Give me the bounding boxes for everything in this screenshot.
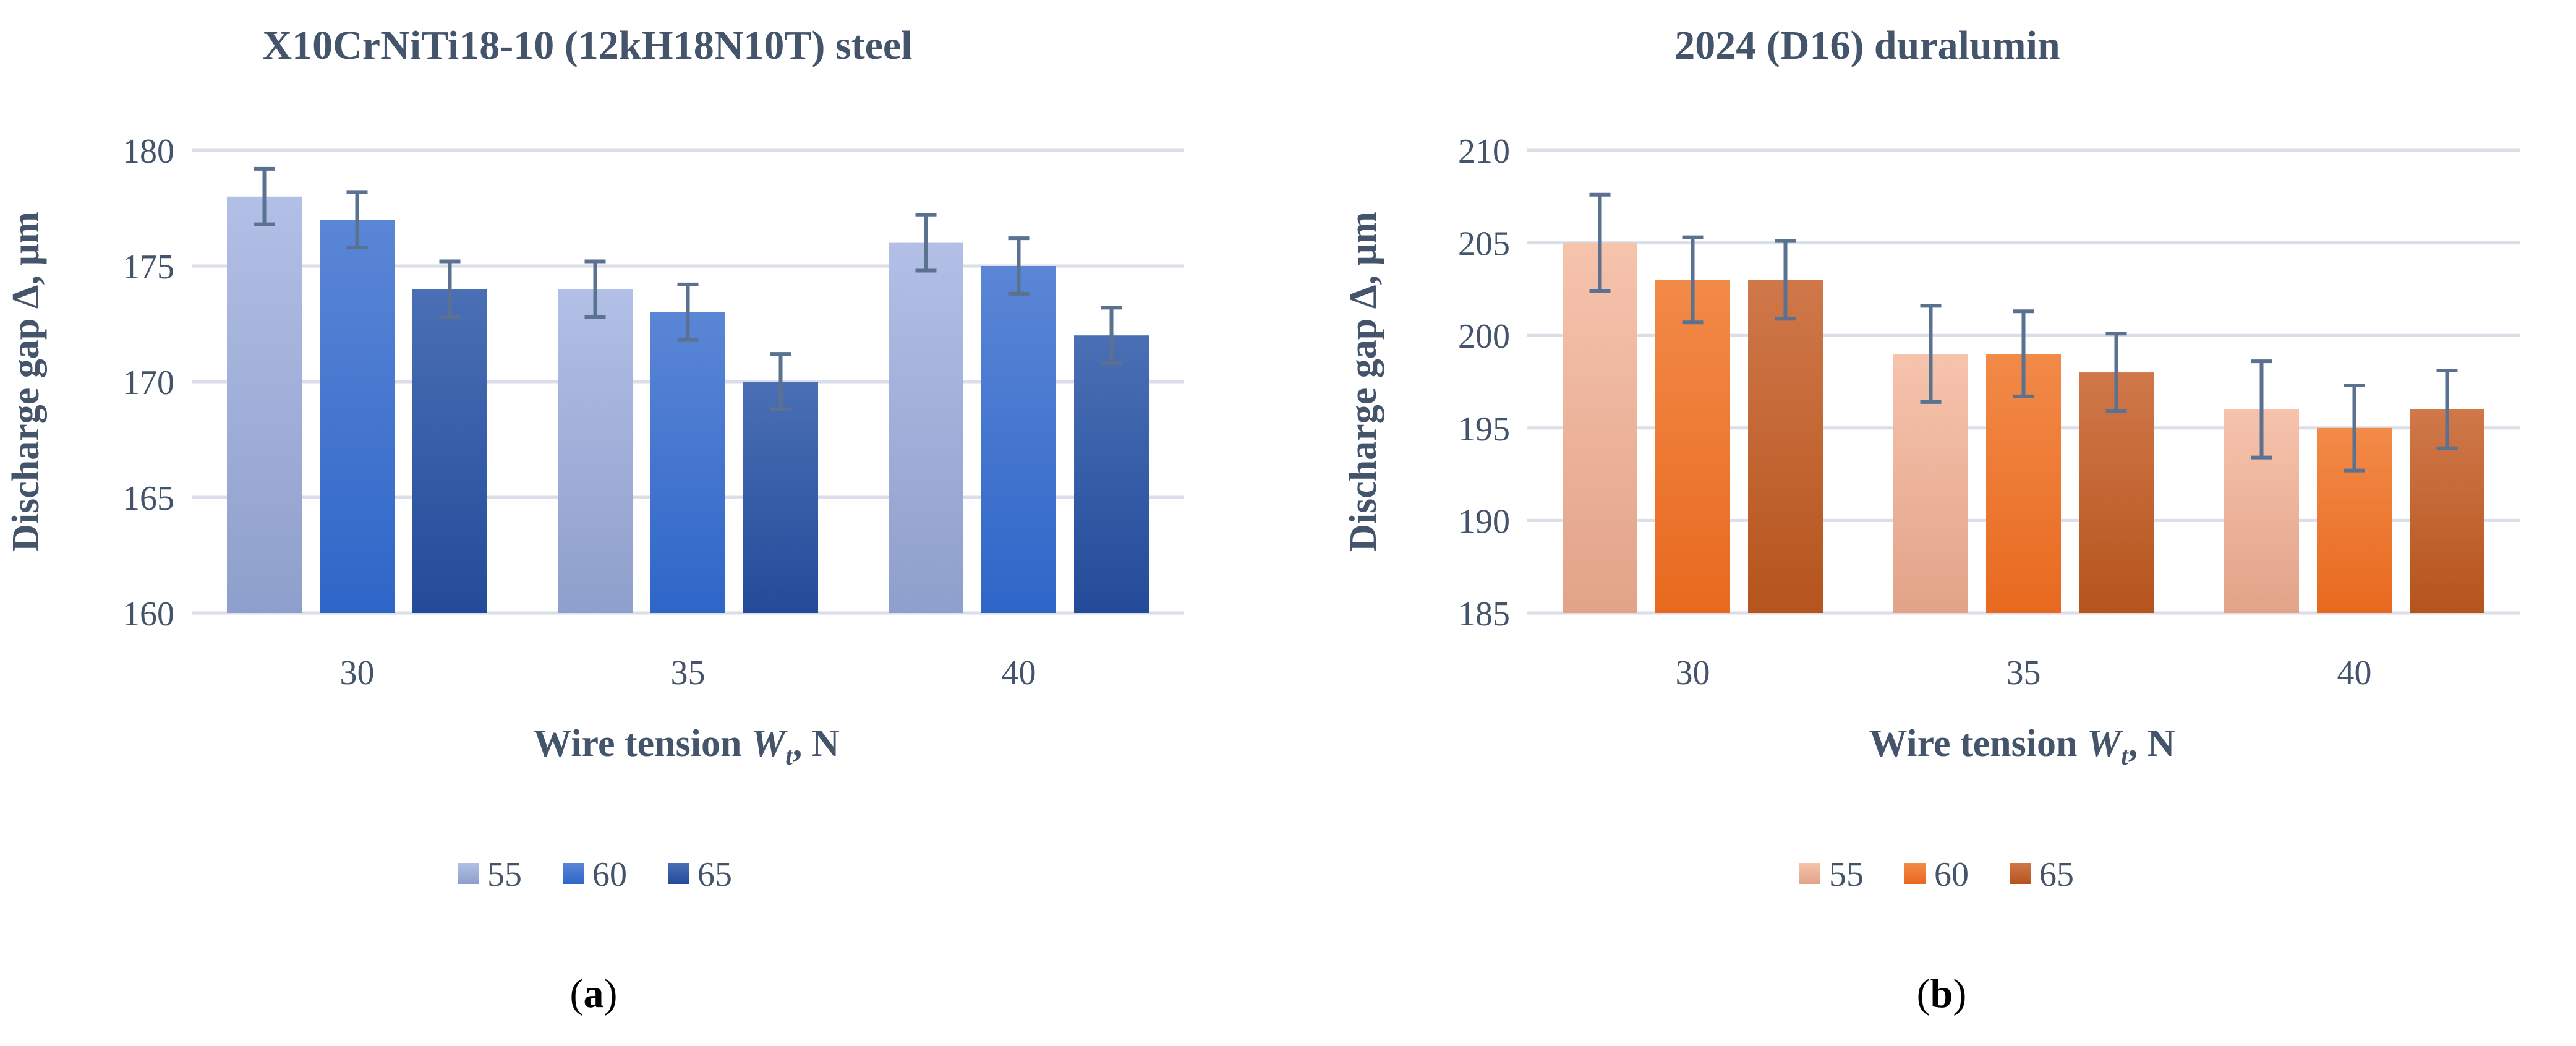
panel-label-letter: b [1930,971,1953,1016]
error-bar [1101,306,1122,366]
legend-swatch [668,863,689,884]
y-tick-label: 160 [122,595,174,633]
legend-label: 60 [1934,855,1969,894]
legend-label: 55 [487,855,522,894]
bar-series-65-cat-30 [412,289,487,613]
x-axis-label-subscript: t [785,742,793,771]
panel-label-paren: ) [604,971,618,1016]
error-bar [254,166,275,226]
error-bar [2013,309,2034,398]
chart-title: X10CrNiTi18-10 (12kH18N10T) steel [262,23,912,68]
legend-swatch [458,863,479,884]
bar-series-55-cat-30 [227,196,302,613]
legend-swatch [563,863,584,884]
panel-label-paren: ) [1953,971,1966,1016]
error-bar [1589,192,1611,293]
legend-label: 55 [1829,855,1864,894]
x-axis-label-part: , N [2128,722,2175,765]
y-axis-label: Discharge gap Δ, µm [5,212,47,552]
bar-series-60-cat-30 [1655,280,1730,613]
bar-series-65-cat-40 [1074,335,1149,613]
x-tick-label: 35 [2007,654,2041,692]
legend-label: 60 [592,855,627,894]
legend-swatch [2010,863,2031,884]
x-tick-label: 30 [1676,654,1710,692]
y-tick-label: 200 [1458,317,1510,356]
legend: 55 60 65 [1799,855,2074,894]
legend-label: 65 [697,855,732,894]
error-bar [1775,239,1796,321]
bar-series-65-cat-30 [1748,280,1823,613]
chart-panel-a: X10CrNiTi18-10 (12kH18N10T) steel 160 165 1… [5,23,1184,1016]
x-axis-label: Wire tension Wt, N [533,722,839,771]
x-axis-label-part: Wire tension [533,722,751,765]
x-axis-label-part: Wire tension [1869,722,2087,765]
legend-swatch [1799,863,1820,884]
x-tick-label: 30 [340,654,375,692]
y-tick-label: 205 [1458,225,1510,264]
chart-title: 2024 (D16) duralumin [1674,23,2060,68]
error-bar [2105,332,2127,413]
panel-label: (b) [1917,971,1967,1016]
error-bar [439,259,461,319]
x-axis-label-subscript: t [2121,742,2129,771]
bar-series-55-cat-40 [889,242,963,614]
y-tick-label: 185 [1458,595,1510,633]
chart-panel-b: 2024 (D16) duralumin 185 190 195 200 205 210 Di… [1342,23,2520,1016]
panel-label-paren: ( [570,971,584,1016]
error-bar [2436,369,2458,450]
y-tick-label: 180 [122,132,174,171]
bar-series-60-cat-40 [981,266,1056,613]
x-tick-label: 35 [671,654,706,692]
x-axis-label-symbol: W [751,722,788,765]
error-bar [677,282,699,342]
y-tick-label: 170 [122,364,174,402]
bar-series-55-cat-35 [558,289,633,613]
panel-label: (a) [570,971,618,1016]
error-bar [1682,235,1704,325]
legend-swatch [1904,863,1926,884]
panel-label-paren: ( [1917,971,1930,1016]
error-bar [1008,236,1030,296]
y-tick-label: 165 [122,479,174,518]
bar-series-55-cat-30 [1563,242,1637,614]
x-axis-label-symbol: W [2087,722,2123,765]
y-tick-label: 195 [1458,410,1510,448]
x-axis-label-part: , N [793,722,840,765]
error-bar [584,259,606,319]
bar-series-60-cat-30 [320,220,395,613]
x-tick-label: 40 [1002,654,1036,692]
error-bar [1920,304,1942,404]
y-tick-label: 175 [122,248,174,286]
y-tick-label: 210 [1458,132,1510,171]
error-bar [2251,359,2272,460]
legend-label: 65 [2039,855,2074,894]
error-bar [2344,383,2365,473]
x-tick-label: 40 [2337,654,2372,692]
bar-series-65-cat-35 [743,382,818,613]
error-bar [915,213,937,273]
error-bar [346,190,368,250]
y-axis-label: Discharge gap Δ, µm [1342,212,1384,552]
panel-label-letter: a [584,971,604,1016]
error-bar [770,352,791,411]
legend: 55 60 65 [458,855,732,894]
x-axis-label: Wire tension Wt, N [1869,722,2175,771]
y-tick-label: 190 [1458,502,1510,541]
bar-series-60-cat-35 [650,312,725,613]
